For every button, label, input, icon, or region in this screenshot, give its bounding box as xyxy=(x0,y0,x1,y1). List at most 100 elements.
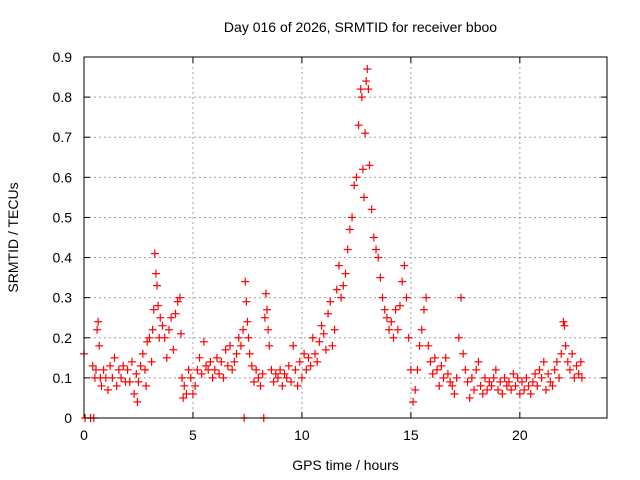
data-point xyxy=(321,345,330,354)
data-point xyxy=(535,365,544,374)
data-point xyxy=(374,253,383,262)
data-point xyxy=(470,385,479,394)
data-point xyxy=(345,225,354,234)
data-point xyxy=(127,357,136,366)
data-point xyxy=(452,373,461,382)
data-point xyxy=(509,369,518,378)
data-point xyxy=(133,397,142,406)
data-point xyxy=(474,357,483,366)
data-point xyxy=(99,365,108,374)
data-point xyxy=(354,121,363,130)
data-point xyxy=(357,93,366,102)
data-point xyxy=(271,369,280,378)
data-point xyxy=(500,373,509,382)
data-point xyxy=(228,365,237,374)
x-tick-label: 0 xyxy=(80,427,88,443)
data-point xyxy=(483,385,492,394)
data-point xyxy=(489,373,498,382)
data-point xyxy=(413,365,422,374)
data-point xyxy=(389,333,398,342)
data-point xyxy=(496,377,505,386)
data-point xyxy=(176,329,185,338)
data-point xyxy=(404,333,413,342)
data-point xyxy=(150,249,159,258)
y-tick-label: 0.6 xyxy=(53,169,73,185)
data-point xyxy=(154,301,163,310)
data-point xyxy=(513,373,522,382)
data-point xyxy=(261,289,270,298)
data-point xyxy=(378,293,387,302)
data-point xyxy=(361,129,370,138)
data-point xyxy=(280,369,289,378)
data-point xyxy=(103,385,112,394)
data-point xyxy=(330,325,339,334)
data-point xyxy=(576,357,585,366)
data-point xyxy=(577,373,586,382)
data-point xyxy=(511,381,520,390)
data-point xyxy=(559,317,568,326)
data-point xyxy=(395,301,404,310)
data-point xyxy=(337,293,346,302)
data-point xyxy=(195,353,204,362)
data-point xyxy=(239,325,248,334)
data-point xyxy=(186,373,195,382)
data-point xyxy=(362,77,371,86)
data-point xyxy=(141,365,150,374)
data-point xyxy=(313,357,322,366)
data-point xyxy=(520,385,529,394)
data-point xyxy=(524,381,533,390)
data-point xyxy=(94,317,103,326)
data-point xyxy=(263,305,272,314)
data-point xyxy=(208,373,217,382)
data-point xyxy=(188,389,197,398)
data-point xyxy=(179,393,188,402)
data-point xyxy=(241,277,250,286)
data-point xyxy=(526,389,535,398)
data-point xyxy=(358,165,367,174)
data-point xyxy=(215,369,224,378)
data-point xyxy=(324,309,333,318)
data-point xyxy=(247,361,256,370)
data-point xyxy=(142,381,151,390)
data-point xyxy=(369,233,378,242)
data-point xyxy=(310,349,319,358)
data-point xyxy=(568,349,577,358)
data-point xyxy=(230,357,239,366)
data-point xyxy=(364,85,373,94)
data-point xyxy=(317,321,326,330)
data-point xyxy=(276,365,285,374)
data-point xyxy=(125,377,134,386)
data-point xyxy=(443,369,452,378)
data-point xyxy=(206,357,215,366)
data-point xyxy=(385,325,394,334)
data-point xyxy=(446,377,455,386)
data-point xyxy=(465,393,474,402)
data-point xyxy=(380,305,389,314)
y-tick-label: 0.3 xyxy=(53,290,73,306)
data-point xyxy=(417,325,426,334)
data-point xyxy=(348,213,357,222)
data-point xyxy=(234,333,243,342)
data-point xyxy=(210,365,219,374)
data-point xyxy=(226,341,235,350)
data-point xyxy=(372,245,381,254)
data-point xyxy=(223,361,232,370)
data-point xyxy=(97,381,106,390)
data-point xyxy=(258,369,267,378)
data-point xyxy=(334,261,343,270)
data-point xyxy=(160,333,169,342)
data-point xyxy=(491,365,500,374)
data-point xyxy=(242,297,251,306)
data-point xyxy=(356,85,365,94)
data-point xyxy=(269,377,278,386)
data-point xyxy=(459,349,468,358)
data-point xyxy=(106,361,115,370)
data-point xyxy=(382,313,391,322)
data-point xyxy=(328,341,337,350)
data-point xyxy=(574,369,583,378)
data-point xyxy=(531,369,540,378)
data-point xyxy=(265,341,274,350)
data-point xyxy=(130,389,139,398)
data-point xyxy=(441,353,450,362)
